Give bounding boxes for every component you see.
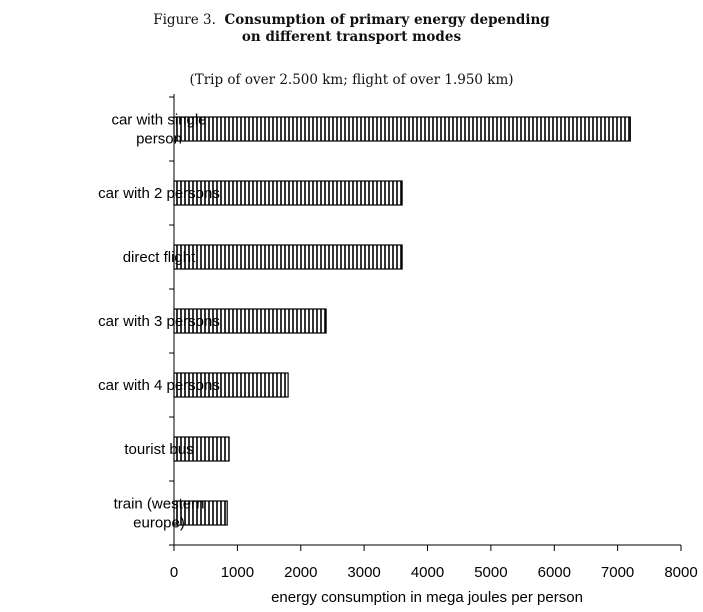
x-tick-label-6: 6000: [538, 564, 571, 581]
category-label-3-0: car with 3 persons: [98, 313, 220, 330]
figure-title-line1: Figure 3. Consumption of primary energy …: [0, 12, 703, 28]
bar-3: [173, 308, 327, 334]
x-tick-label-1: 1000: [221, 564, 254, 581]
x-tick-labels: 0 1000 2000 3000 4000 5000 6000 7000 8000: [170, 564, 698, 581]
x-tick-label-3: 3000: [347, 564, 380, 581]
figure-title: Consumption of primary energy depending: [224, 12, 550, 28]
category-label-0-0: car with single: [111, 112, 206, 129]
bar-2: [173, 244, 403, 270]
bar-6: [173, 500, 228, 526]
category-label-2-0: direct flight: [123, 249, 196, 266]
bar-5: [173, 436, 230, 462]
x-tick-label-2: 2000: [284, 564, 317, 581]
category-label-6-0: train (western: [114, 496, 205, 513]
category-label-5-0: tourist bus: [124, 441, 193, 458]
category-label-4-0: car with 4 persons: [98, 377, 220, 394]
x-tick-label-8: 8000: [664, 564, 697, 581]
figure-label: Figure 3.: [153, 12, 216, 28]
category-label-1-0: car with 2 persons: [98, 185, 220, 202]
x-tick-label-7: 7000: [601, 564, 634, 581]
category-labels: car with single person car with 2 persons d…: [98, 112, 220, 532]
bars-group: [173, 116, 631, 526]
axes-group: [169, 94, 682, 551]
category-label-6-1: europe): [133, 515, 185, 532]
bar-0: [173, 116, 631, 142]
category-label-0-1: person: [136, 131, 182, 148]
figure-title-line2: on different transport modes: [0, 29, 703, 45]
x-axis-title: energy consumption in mega joules per pe…: [271, 589, 583, 606]
x-tick-label-5: 5000: [474, 564, 507, 581]
x-tick-label-4: 4000: [411, 564, 444, 581]
x-tick-label-0: 0: [170, 564, 178, 581]
bar-4: [173, 372, 289, 398]
figure-subtitle: (Trip of over 2.500 km; flight of over 1…: [189, 72, 514, 88]
figure-title-continued: on different transport modes: [241, 29, 462, 45]
